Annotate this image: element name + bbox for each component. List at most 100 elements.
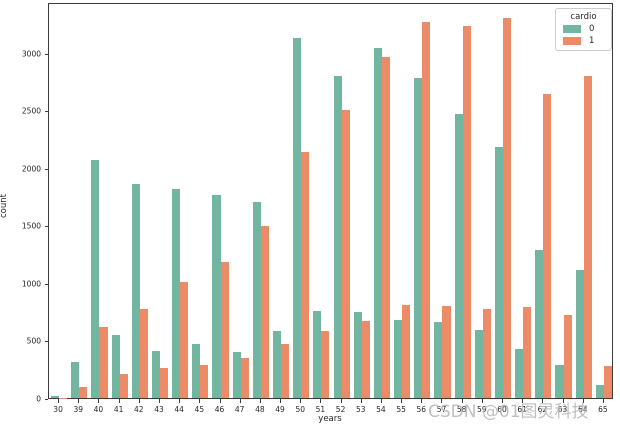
- x-tick-label-42: 42: [134, 405, 144, 414]
- bar-cardio0-year-44: [172, 188, 181, 398]
- bar-cardio0-year-52: [333, 75, 342, 398]
- bar-cardio0-year-39: [71, 362, 80, 398]
- x-tick-mark: [582, 399, 584, 403]
- y-tick-mark: [44, 341, 48, 343]
- legend-entry-cardio-0: 0: [561, 24, 606, 34]
- bar-cardio0-year-61: [515, 349, 524, 398]
- x-tick-mark: [239, 399, 241, 403]
- bar-cardio1-year-44: [180, 281, 189, 398]
- x-tick-label-57: 57: [436, 405, 447, 414]
- x-tick-mark: [199, 399, 201, 403]
- x-tick-label-54: 54: [376, 405, 386, 414]
- x-tick-mark: [502, 399, 504, 403]
- x-tick-label-60: 60: [497, 405, 507, 414]
- y-tick-mark: [44, 53, 48, 55]
- watermark: CSDN @01图灵科技: [428, 402, 589, 422]
- bar-cardio1-year-58: [462, 26, 471, 398]
- bar-cardio1-year-54: [381, 57, 390, 398]
- legend-swatch-cardio-0: [563, 25, 581, 33]
- bar-cardio0-year-57: [434, 322, 443, 398]
- bar-cardio0-year-59: [474, 330, 483, 398]
- legend-label-cardio-1: 1: [589, 36, 595, 46]
- x-tick-mark: [158, 399, 160, 403]
- x-tick-label-64: 64: [577, 405, 588, 414]
- legend-entry-cardio-1: 1: [561, 36, 606, 46]
- x-tick-mark: [179, 399, 181, 403]
- bar-cardio1-year-57: [442, 305, 451, 398]
- bar-cardio0-year-48: [252, 202, 261, 398]
- bar-cardio1-year-50: [301, 151, 310, 398]
- y-tick-mark: [44, 226, 48, 228]
- y-axis-label: count: [0, 194, 9, 218]
- x-tick-mark: [58, 399, 60, 403]
- bar-cardio1-year-42: [139, 309, 148, 398]
- x-tick-mark: [461, 399, 463, 403]
- bar-cardio1-year-48: [260, 226, 269, 398]
- bar-cardio0-year-46: [212, 195, 221, 398]
- bar-cardio0-year-58: [454, 113, 463, 398]
- x-tick-label-45: 45: [194, 405, 205, 414]
- bar-cardio1-year-65: [603, 365, 612, 398]
- x-tick-label-47: 47: [234, 405, 245, 414]
- x-tick-label-51: 51: [315, 405, 326, 414]
- x-tick-mark: [441, 399, 443, 403]
- x-tick-label-52: 52: [335, 405, 346, 414]
- x-tick-mark: [219, 399, 221, 403]
- x-tick-mark: [542, 399, 544, 403]
- x-tick-label-40: 40: [93, 405, 104, 414]
- bar-cardio0-year-51: [313, 310, 322, 398]
- x-tick-mark: [360, 399, 362, 403]
- bar-cardio1-year-47: [240, 358, 249, 398]
- x-tick-mark: [562, 399, 564, 403]
- bar-cardio0-year-65: [595, 384, 604, 398]
- bar-cardio1-year-64: [583, 75, 592, 398]
- bar-cardio1-year-53: [361, 321, 370, 398]
- y-tick-label-3000: 3000: [21, 48, 41, 58]
- legend: cardio 0 1: [555, 8, 612, 51]
- legend-title: cardio: [570, 12, 597, 22]
- bar-cardio0-year-62: [535, 249, 544, 398]
- x-tick-mark: [259, 399, 261, 403]
- bar-cardio1-year-56: [422, 21, 431, 398]
- x-tick-mark: [300, 399, 302, 403]
- x-tick-label-41: 41: [113, 405, 124, 414]
- bar-cardio0-year-45: [192, 343, 201, 398]
- x-tick-label-58: 58: [456, 405, 467, 414]
- plot-area: [48, 3, 613, 399]
- bar-cardio0-year-63: [555, 365, 564, 398]
- bar-cardio1-year-30: [59, 397, 68, 398]
- x-tick-mark: [118, 399, 120, 403]
- x-tick-label-43: 43: [154, 405, 164, 414]
- bar-cardio0-year-42: [131, 183, 140, 398]
- y-tick-mark: [44, 168, 48, 170]
- bar-cardio0-year-50: [293, 37, 302, 398]
- bar-cardio0-year-64: [575, 270, 584, 398]
- bar-cardio1-year-45: [200, 364, 209, 398]
- bar-cardio0-year-53: [353, 311, 362, 398]
- bar-cardio0-year-60: [494, 147, 503, 398]
- legend-label-cardio-0: 0: [589, 24, 595, 34]
- x-tick-label-39: 39: [73, 405, 84, 414]
- x-tick-mark: [280, 399, 282, 403]
- bar-cardio1-year-55: [402, 304, 411, 398]
- x-tick-mark: [138, 399, 140, 403]
- x-tick-mark: [98, 399, 100, 403]
- y-tick-mark: [44, 283, 48, 285]
- legend-swatch-cardio-1: [563, 37, 581, 45]
- x-tick-mark: [602, 399, 604, 403]
- x-tick-label-49: 49: [275, 405, 285, 414]
- bar-cardio0-year-55: [394, 319, 403, 398]
- bar-cardio1-year-39: [79, 387, 88, 398]
- y-tick-label-500: 500: [26, 336, 41, 346]
- x-tick-mark: [421, 399, 423, 403]
- x-tick-mark: [78, 399, 80, 403]
- x-tick-label-65: 65: [598, 405, 608, 414]
- x-tick-label-59: 59: [477, 405, 487, 414]
- y-tick-label-0: 0: [36, 394, 41, 404]
- x-tick-mark: [380, 399, 382, 403]
- bar-cardio0-year-47: [232, 351, 241, 398]
- bar-cardio1-year-40: [99, 326, 108, 398]
- bar-cardio1-year-61: [523, 307, 532, 398]
- x-tick-mark: [401, 399, 403, 403]
